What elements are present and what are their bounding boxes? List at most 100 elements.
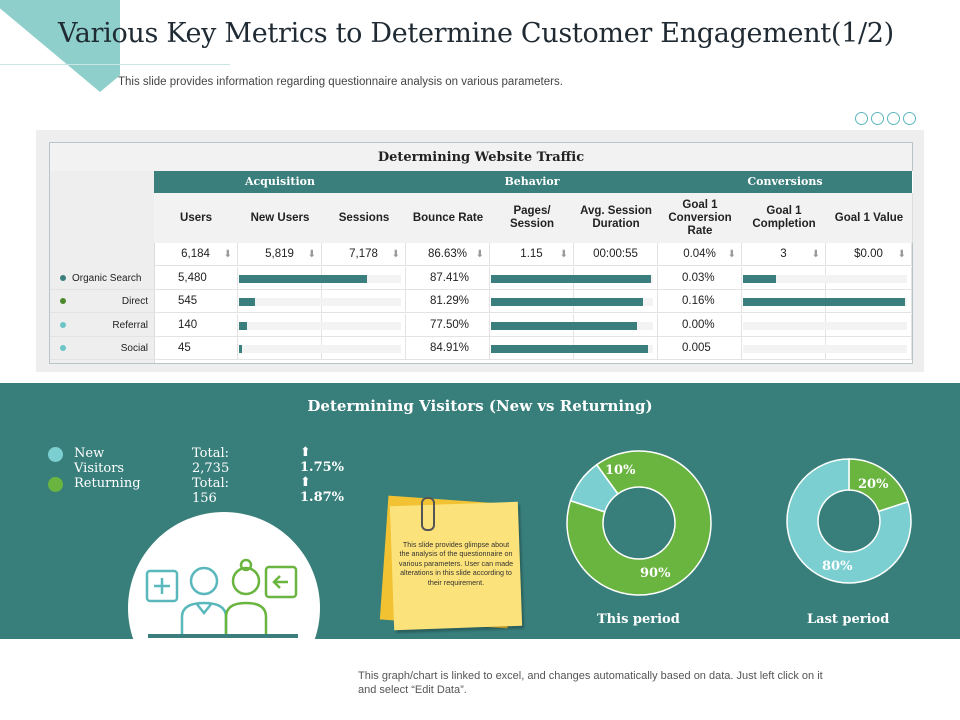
total-cell: 3 ⬇: [742, 243, 826, 266]
grid-cell: [574, 267, 658, 290]
bar-track: [743, 322, 907, 330]
total-cell: 00:00:55: [574, 243, 658, 266]
footer-note: This graph/chart is linked to excel, and…: [358, 670, 823, 696]
total-value: 3: [780, 248, 787, 260]
row-label-text: Organic Search: [72, 273, 142, 284]
legend-change: ⬆ 1.87%: [300, 475, 345, 505]
paperclip-icon: [421, 497, 435, 531]
sort-arrow-icon: ⬇: [811, 249, 820, 260]
column-header: Goal 1 Value: [826, 193, 913, 243]
column-header: Avg. Session Duration: [574, 193, 659, 243]
legend-total: Total: 156: [192, 476, 230, 506]
bar-fill: [491, 275, 651, 283]
legend-dot: [48, 447, 63, 462]
bar-fill: [239, 298, 255, 306]
row-label: Direct: [50, 290, 154, 313]
column-header: New Users: [238, 193, 323, 243]
total-value: 00:00:55: [593, 248, 638, 260]
circle-icon: [871, 112, 884, 125]
traffic-table: Determining Website Traffic Acquisition B…: [49, 142, 913, 364]
bar-track: [239, 345, 401, 353]
footer-area: [0, 639, 960, 720]
bar-fill: [743, 298, 905, 306]
pagination-dots: [855, 112, 916, 125]
sort-arrow-icon: ⬇: [559, 249, 568, 260]
row-dot: [60, 298, 66, 304]
total-cell: 7,178 ⬇: [322, 243, 406, 266]
bar-fill: [491, 322, 637, 330]
column-header: Users: [154, 193, 239, 243]
column-header: Goal 1 Conversion Rate: [658, 193, 743, 243]
column-header: Pages/ Session: [490, 193, 575, 243]
row-dot: [60, 275, 66, 281]
column-header: Goal 1 Completion: [742, 193, 827, 243]
grid-cell: [322, 314, 406, 337]
bar-track: [239, 298, 401, 306]
circle-icon: [855, 112, 868, 125]
donut-slice-new: [569, 463, 619, 513]
bar-track: [239, 275, 401, 283]
row-label: Social: [50, 337, 154, 360]
last-period-label: Last period: [807, 612, 890, 627]
total-value: 6,184: [181, 248, 210, 260]
metric-value: 140: [154, 314, 238, 337]
sort-arrow-icon: ⬇: [475, 249, 484, 260]
legend-total: Total: 2,735: [192, 446, 230, 476]
grid-cell: [826, 290, 912, 313]
circle-icon: [887, 112, 900, 125]
row-label-column: [50, 171, 155, 363]
donut-slice-returning: [566, 450, 712, 596]
total-cell: 86.63% ⬇: [406, 243, 490, 266]
row-label-text: Social: [120, 343, 148, 354]
circle-icon: [903, 112, 916, 125]
page-title: Various Key Metrics to Determine Custome…: [58, 18, 894, 49]
grid-cell: [826, 267, 912, 290]
people-illustration: [145, 558, 298, 638]
legend-dot: [48, 477, 63, 492]
metric-value: 545: [154, 290, 238, 313]
donut-this-period: [566, 450, 712, 596]
grid-cell: [322, 337, 406, 360]
bar-track: [491, 322, 653, 330]
grid-cell: [574, 337, 658, 360]
bar-track: [239, 322, 401, 330]
metric-value: 0.03%: [658, 267, 742, 290]
bar-fill: [239, 345, 242, 353]
metric-value: 77.50%: [406, 314, 490, 337]
visitors-title: Determining Visitors (New vs Returning): [307, 397, 653, 415]
plus-icon: [145, 569, 179, 603]
last-period-new-pct: 80%: [822, 559, 853, 574]
metric-value: 0.16%: [658, 290, 742, 313]
group-header: Behavior: [406, 171, 659, 193]
bar-fill: [491, 345, 648, 353]
legend-change: ⬆ 1.75%: [300, 445, 345, 475]
metric-value: 81.29%: [406, 290, 490, 313]
total-cell: 6,184 ⬇: [154, 243, 238, 266]
sort-arrow-icon: ⬇: [391, 249, 400, 260]
total-cell: $0.00 ⬇: [826, 243, 912, 266]
bar-fill: [491, 298, 643, 306]
metric-value: 5,480: [154, 267, 238, 290]
sticky-note-text: This slide provides glimpse about the an…: [398, 540, 514, 587]
this-period-returning-pct: 90%: [640, 566, 671, 581]
total-value: 1.15: [520, 248, 543, 260]
this-period-label: This period: [597, 612, 680, 627]
grid-cell: [322, 267, 406, 290]
traffic-table-title: Determining Website Traffic: [50, 143, 912, 171]
bar-fill: [743, 275, 776, 283]
metric-value: 0.005: [658, 337, 742, 360]
bar-track: [743, 275, 907, 283]
row-label: Organic Search: [50, 267, 154, 290]
grid-cell: [826, 314, 912, 337]
row-label-text: Direct: [121, 296, 148, 307]
corner-decoration: [0, 0, 120, 92]
total-value: 7,178: [349, 248, 378, 260]
grid-cell: [322, 290, 406, 313]
row-dot: [60, 322, 66, 328]
total-value: 0.04%: [683, 248, 716, 260]
total-cell: 0.04% ⬇: [658, 243, 742, 266]
grid-cell: [574, 314, 658, 337]
last-period-returning-pct: 20%: [858, 477, 889, 492]
total-value: $0.00: [854, 248, 883, 260]
legend-name: Returning: [74, 476, 141, 491]
